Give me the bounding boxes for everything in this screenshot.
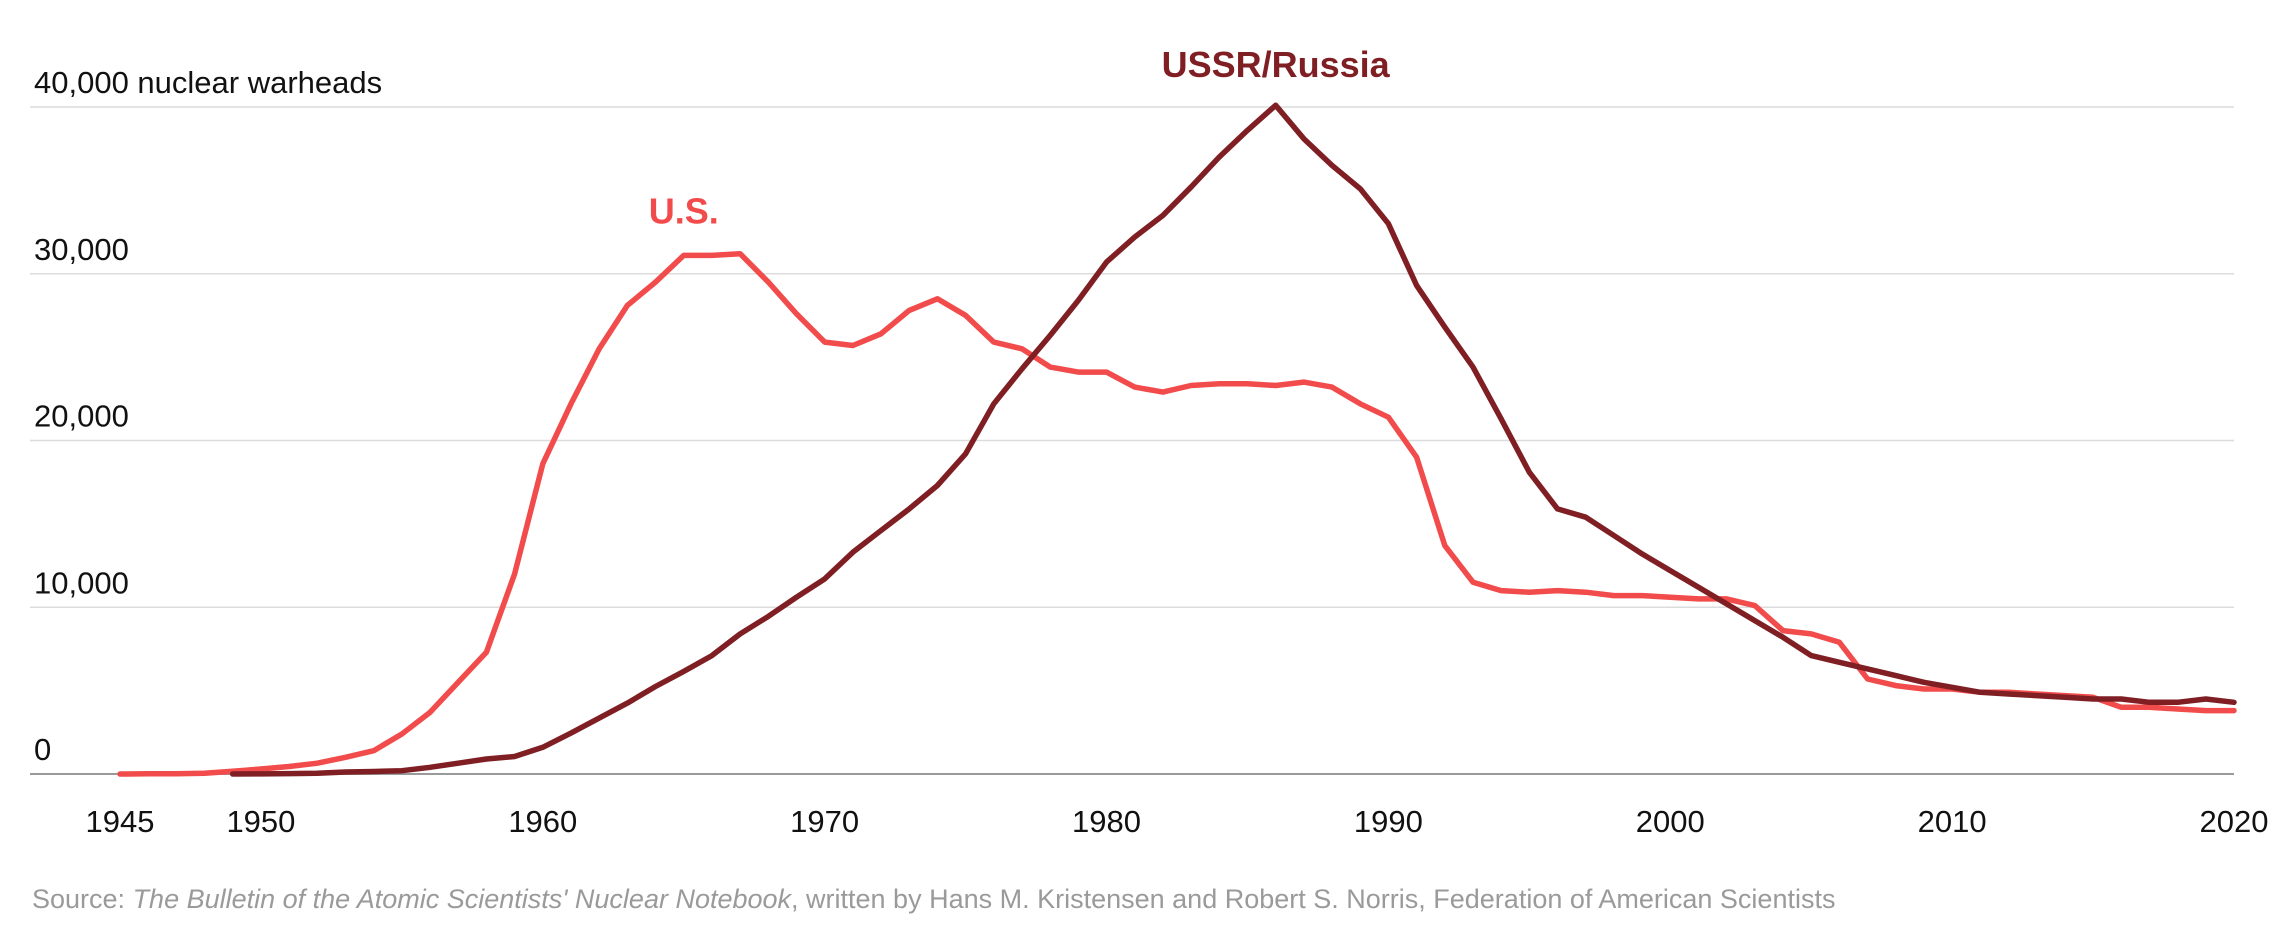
series-line-ussr-russia — [229, 102, 2237, 777]
x-tick-label: 2010 — [1918, 804, 1987, 839]
series-labels: U.S. USSR/Russia — [649, 44, 1391, 232]
x-tick-label: 1950 — [226, 804, 295, 839]
gridlines — [30, 106, 2234, 775]
source-note: Source: The Bulletin of the Atomic Scien… — [32, 884, 1835, 915]
series-line-u-s- — [117, 250, 2237, 777]
x-tick-label: 1960 — [508, 804, 577, 839]
x-tick-label: 2000 — [1636, 804, 1705, 839]
x-tick-label: 1970 — [790, 804, 859, 839]
y-tick-label: 30,000 — [34, 232, 129, 267]
x-axis-ticks: 1945 1950 1960 1970 1980 1990 2000 2010 2020 — [86, 804, 2269, 839]
y-tick-label: 20,000 — [34, 399, 129, 434]
source-prefix: Source: — [32, 884, 133, 914]
x-tick-label: 1945 — [86, 804, 155, 839]
y-tick-label: 10,000 — [34, 565, 129, 600]
source-suffix: , written by Hans M. Kristensen and Robe… — [791, 884, 1836, 914]
x-tick-label: 2020 — [2200, 804, 2269, 839]
x-tick-label: 1990 — [1354, 804, 1423, 839]
series-label-u-s-: U.S. — [649, 191, 719, 232]
source-publication: The Bulletin of the Atomic Scientists' N… — [132, 884, 792, 914]
y-tick-label: 40,000 nuclear warheads — [34, 65, 382, 100]
y-tick-label: 0 — [34, 732, 51, 767]
x-tick-label: 1980 — [1072, 804, 1141, 839]
series-lines — [117, 102, 2237, 777]
series-label-ussr-russia: USSR/Russia — [1162, 44, 1391, 85]
y-axis-ticks: 0 10,000 20,000 30,000 40,000 nuclear warhea… — [34, 65, 382, 767]
